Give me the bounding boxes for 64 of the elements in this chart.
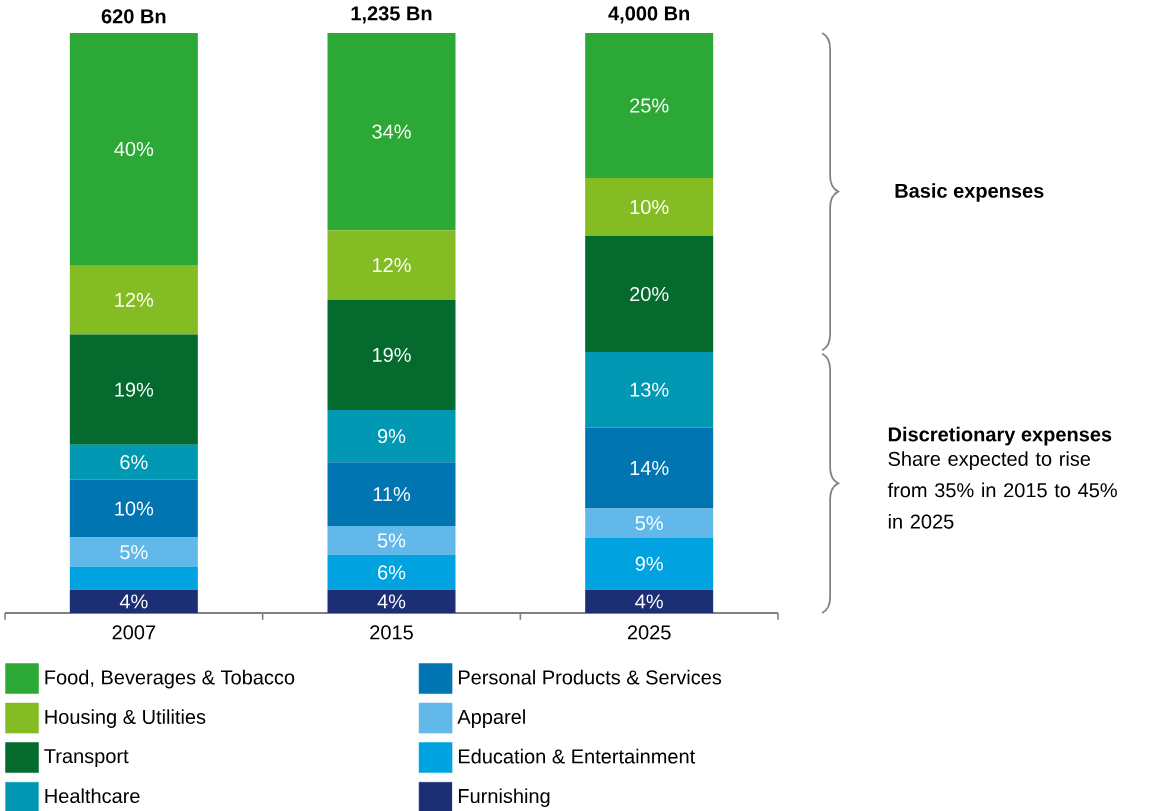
data-label: 4% xyxy=(635,594,663,609)
data-label: 5% xyxy=(377,533,406,548)
bar xyxy=(327,230,456,300)
data-label: 14% xyxy=(630,461,669,475)
data-label: 20% xyxy=(630,286,669,302)
data-label: 12% xyxy=(115,292,154,307)
x-tick-label: 2015 xyxy=(370,625,413,640)
bar xyxy=(585,508,714,538)
data-label: 12% xyxy=(373,257,411,273)
bar xyxy=(69,444,198,480)
legend-label: Personal Products & Services xyxy=(458,669,722,685)
data-label: 10% xyxy=(115,501,154,516)
data-label: 19% xyxy=(373,347,411,362)
bar xyxy=(327,299,456,410)
data-label: 6% xyxy=(120,455,148,470)
data-label: 5% xyxy=(635,516,663,531)
bar xyxy=(69,265,198,335)
legend-label: Apparel xyxy=(457,709,525,728)
data-label: 4% xyxy=(377,594,406,609)
bar xyxy=(585,589,714,613)
legend-label: Food, Beverages & Tobacco xyxy=(45,669,295,689)
bar xyxy=(69,537,198,567)
data-label: 13% xyxy=(630,382,669,397)
bar xyxy=(69,479,198,538)
bar xyxy=(327,589,456,613)
data-label: 25% xyxy=(630,98,669,113)
data-label: 9% xyxy=(378,429,406,444)
data-label: 9% xyxy=(635,556,663,571)
bar xyxy=(327,33,456,231)
bar xyxy=(327,526,456,555)
bar xyxy=(327,410,456,463)
legend-label: Transport xyxy=(44,749,129,768)
bar xyxy=(69,33,198,265)
text: Basic expenses xyxy=(895,183,1044,202)
legend-label: Healthcare xyxy=(45,788,140,804)
bar xyxy=(585,236,714,352)
legend-label: Furnishing xyxy=(458,788,550,808)
data-label: 6% xyxy=(378,565,406,580)
annotation: 1,235 Bn xyxy=(351,6,432,24)
data-label: 34% xyxy=(372,124,411,139)
data-label: 11% xyxy=(373,487,411,502)
bar xyxy=(69,334,198,445)
data-label: 40% xyxy=(114,141,154,157)
x-tick-label: 2007 xyxy=(112,625,156,640)
bar xyxy=(69,566,198,590)
annotation: 4,000 Bn xyxy=(608,6,690,24)
annotation: 620 Bn xyxy=(101,9,166,24)
bar xyxy=(327,555,456,590)
bar xyxy=(585,537,714,590)
data-label: 19% xyxy=(115,382,154,397)
text: Share expected to rise from 35% in 2015 to 45% in 2025 xyxy=(887,451,1117,529)
bar xyxy=(585,178,714,236)
data-label: 4% xyxy=(119,594,148,609)
bar xyxy=(585,33,714,178)
bar xyxy=(585,427,714,509)
legend-label: Housing & Utilities xyxy=(45,709,206,728)
bar xyxy=(69,589,198,613)
text: Discretionary expenses xyxy=(888,426,1112,446)
data-label: 5% xyxy=(120,545,148,560)
bar xyxy=(327,462,456,526)
bar xyxy=(585,352,714,428)
x-tick-label: 2025 xyxy=(627,625,671,640)
data-label: 10% xyxy=(630,199,669,215)
legend-label: Education & Entertainment xyxy=(458,748,696,764)
